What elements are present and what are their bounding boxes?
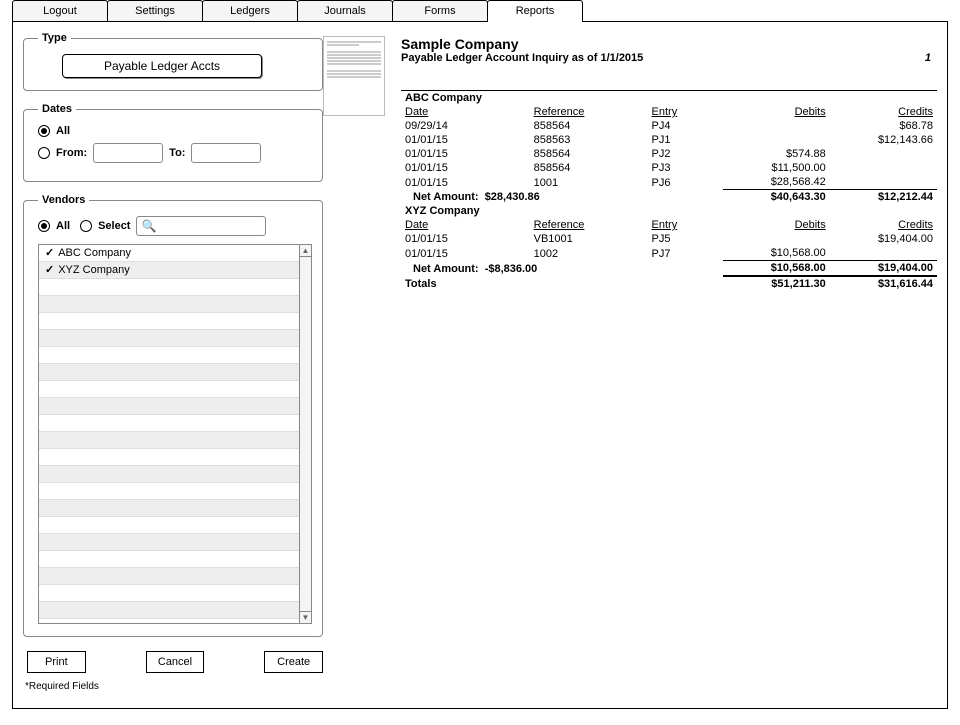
vendor-row-empty[interactable] — [39, 466, 299, 483]
vendor-scrollbar[interactable]: ▲ ▼ — [299, 245, 311, 623]
vendors-all-radio[interactable] — [38, 220, 50, 232]
required-fields-note: *Required Fields — [25, 681, 323, 692]
vendor-search-input[interactable] — [158, 219, 261, 233]
dates-all-radio[interactable] — [38, 125, 50, 137]
type-fieldset: Type Payable Ledger Accts — [23, 32, 323, 91]
date-to-input[interactable] — [191, 143, 261, 163]
vendor-row-empty[interactable] — [39, 347, 299, 364]
type-selector-button[interactable]: Payable Ledger Accts — [62, 54, 262, 78]
create-button[interactable]: Create — [264, 651, 323, 673]
type-legend: Type — [38, 32, 71, 44]
button-row: Print Cancel Create — [27, 651, 323, 673]
main-frame: Type Payable Ledger Accts Dates All From… — [12, 21, 948, 709]
vendors-all-label: All — [56, 220, 70, 232]
vendor-row-empty[interactable] — [39, 534, 299, 551]
vendor-row-empty[interactable] — [39, 432, 299, 449]
vendor-row-empty[interactable] — [39, 381, 299, 398]
vendor-row[interactable]: ✓ ABC Company — [39, 245, 299, 262]
dates-to-label: To: — [169, 147, 185, 159]
print-button[interactable]: Print — [27, 651, 86, 673]
dates-from-label: From: — [56, 147, 87, 159]
vendors-select-label: Select — [98, 220, 130, 232]
search-icon: 🔍 — [141, 219, 156, 233]
dates-fieldset: Dates All From: To: — [23, 103, 323, 182]
vendor-row-empty[interactable] — [39, 517, 299, 534]
scroll-up-icon[interactable]: ▲ — [300, 245, 311, 257]
vendor-list: ✓ ABC Company ✓ XYZ Company ▲ ▼ — [38, 244, 312, 624]
vendors-fieldset: Vendors All Select 🔍 ✓ ABC Company ✓ XYZ Co… — [23, 194, 323, 637]
tab-journals[interactable]: Journals — [297, 0, 393, 22]
report-preview: Sample Company Payable Ledger Account In… — [393, 32, 937, 702]
vendor-row-empty[interactable] — [39, 483, 299, 500]
vendor-row-empty[interactable] — [39, 398, 299, 415]
vendor-name: XYZ Company — [58, 264, 130, 276]
cancel-button[interactable]: Cancel — [146, 651, 205, 673]
report-table: ABC CompanyDateReferenceEntryDebitsCredi… — [401, 90, 937, 291]
report-page-number: 1 — [925, 52, 937, 64]
scroll-down-icon[interactable]: ▼ — [300, 611, 311, 623]
vendor-row-empty[interactable] — [39, 585, 299, 602]
vendors-select-radio[interactable] — [80, 220, 92, 232]
vendor-name: ABC Company — [58, 247, 131, 259]
tab-settings[interactable]: Settings — [107, 0, 203, 22]
vendor-row-empty[interactable] — [39, 415, 299, 432]
report-company: Sample Company — [401, 36, 937, 52]
tab-ledgers[interactable]: Ledgers — [202, 0, 298, 22]
vendor-row-empty[interactable] — [39, 551, 299, 568]
vendors-legend: Vendors — [38, 194, 89, 206]
tab-reports[interactable]: Reports — [487, 0, 583, 22]
vendor-row-empty[interactable] — [39, 296, 299, 313]
vendor-row[interactable]: ✓ XYZ Company — [39, 262, 299, 279]
vendor-row-empty[interactable] — [39, 279, 299, 296]
date-from-input[interactable] — [93, 143, 163, 163]
check-icon: ✓ — [45, 264, 54, 276]
left-panel: Type Payable Ledger Accts Dates All From… — [23, 32, 323, 702]
check-icon: ✓ — [45, 247, 54, 259]
page-thumbnail[interactable] — [323, 36, 385, 116]
report-subtitle: Payable Ledger Account Inquiry as of 1/1… — [401, 52, 643, 64]
vendor-row-empty[interactable] — [39, 313, 299, 330]
vendor-row-empty[interactable] — [39, 449, 299, 466]
vendor-search-box[interactable]: 🔍 — [136, 216, 266, 236]
dates-all-label: All — [56, 125, 70, 137]
tab-bar: LogoutSettingsLedgersJournalsFormsReport… — [12, 0, 960, 22]
vendor-row-empty[interactable] — [39, 330, 299, 347]
vendor-row-empty[interactable] — [39, 568, 299, 585]
tab-forms[interactable]: Forms — [392, 0, 488, 22]
dates-legend: Dates — [38, 103, 76, 115]
thumbnail-column — [323, 32, 393, 702]
vendor-row-empty[interactable] — [39, 500, 299, 517]
dates-from-radio[interactable] — [38, 147, 50, 159]
vendor-row-empty[interactable] — [39, 602, 299, 619]
tab-logout[interactable]: Logout — [12, 0, 108, 22]
vendor-row-empty[interactable] — [39, 364, 299, 381]
